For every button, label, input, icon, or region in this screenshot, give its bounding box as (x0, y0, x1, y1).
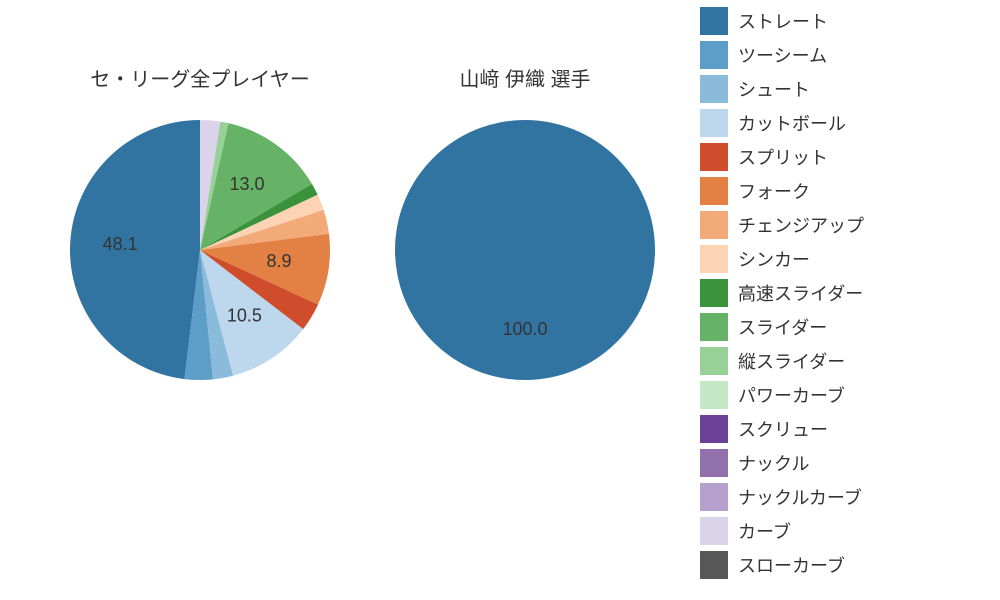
legend-swatch (700, 177, 728, 205)
legend-swatch (700, 347, 728, 375)
pie-slice-label: 100.0 (502, 319, 547, 339)
chart-title: セ・リーグ全プレイヤー (30, 50, 370, 110)
legend-label: スクリュー (738, 416, 828, 442)
legend-item: フォーク (700, 174, 864, 208)
legend-item: カーブ (700, 514, 864, 548)
legend-swatch (700, 517, 728, 545)
legend-swatch (700, 7, 728, 35)
legend-item: ストレート (700, 4, 864, 38)
chart-title: 山﨑 伊織 選手 (360, 50, 690, 110)
legend-label: フォーク (738, 178, 810, 204)
legend-item: シンカー (700, 242, 864, 276)
legend-swatch (700, 483, 728, 511)
legend: ストレートツーシームシュートカットボールスプリットフォークチェンジアップシンカー… (700, 4, 864, 582)
legend-item: カットボール (700, 106, 864, 140)
legend-item: パワーカーブ (700, 378, 864, 412)
legend-item: スローカーブ (700, 548, 864, 582)
legend-swatch (700, 41, 728, 69)
legend-swatch (700, 143, 728, 171)
legend-item: スライダー (700, 310, 864, 344)
legend-item: スクリュー (700, 412, 864, 446)
legend-item: ナックルカーブ (700, 480, 864, 514)
legend-label: ストレート (738, 8, 828, 34)
legend-label: ナックルカーブ (738, 484, 862, 510)
legend-label: シンカー (738, 246, 810, 272)
legend-label: スプリット (738, 144, 828, 170)
legend-item: ナックル (700, 446, 864, 480)
pie-slice-label: 8.9 (267, 251, 292, 271)
legend-item: ツーシーム (700, 38, 864, 72)
legend-label: シュート (738, 76, 810, 102)
pie-slice (395, 120, 655, 380)
legend-label: スローカーブ (738, 552, 845, 578)
legend-item: シュート (700, 72, 864, 106)
legend-item: スプリット (700, 140, 864, 174)
legend-label: ツーシーム (738, 42, 827, 68)
legend-label: カットボール (738, 110, 846, 136)
pie-slice-label: 10.5 (227, 305, 262, 325)
pie-svg: 48.1 10.5 8.9 13.0 (30, 110, 370, 390)
legend-swatch (700, 415, 728, 443)
pie-svg: 100.0 (360, 110, 690, 390)
legend-swatch (700, 381, 728, 409)
pie-chart: 山﨑 伊織 選手 100.0 (360, 50, 690, 395)
chart-container: セ・リーグ全プレイヤー 48.1 10.5 8.9 13.0 山﨑 伊織 選手 100.0 ス… (0, 0, 1000, 600)
legend-label: ナックル (738, 450, 809, 476)
pie-slice-label: 13.0 (229, 174, 264, 194)
legend-label: パワーカーブ (738, 382, 845, 408)
legend-swatch (700, 279, 728, 307)
legend-label: スライダー (738, 314, 827, 340)
legend-swatch (700, 313, 728, 341)
legend-label: チェンジアップ (738, 212, 864, 238)
legend-swatch (700, 245, 728, 273)
pie-slice-label: 48.1 (103, 234, 138, 254)
legend-label: 高速スライダー (738, 280, 863, 306)
legend-swatch (700, 449, 728, 477)
legend-item: チェンジアップ (700, 208, 864, 242)
legend-item: 縦スライダー (700, 344, 864, 378)
legend-item: 高速スライダー (700, 276, 864, 310)
legend-label: カーブ (738, 518, 791, 544)
legend-swatch (700, 75, 728, 103)
pie-chart: セ・リーグ全プレイヤー 48.1 10.5 8.9 13.0 (30, 50, 370, 395)
legend-swatch (700, 211, 728, 239)
legend-swatch (700, 551, 728, 579)
legend-label: 縦スライダー (738, 348, 845, 374)
legend-swatch (700, 109, 728, 137)
